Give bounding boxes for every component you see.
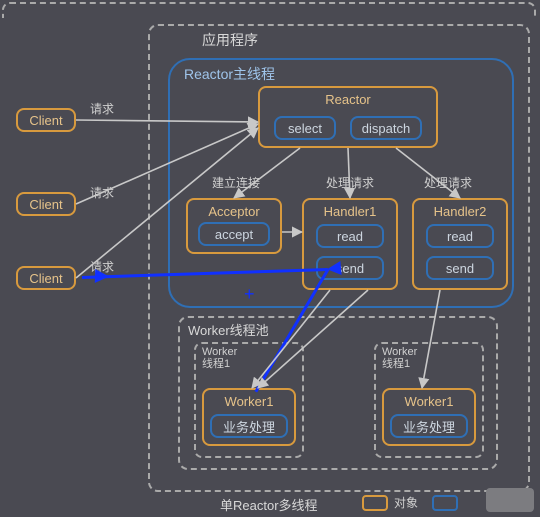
reactor-label: Reactor [260,92,436,107]
worker-pool-title: Worker线程池 [188,320,269,339]
worker-obj-0-label: Worker1 [204,394,294,409]
worker-method-1: 业务处理 [390,414,468,438]
reactor-method-1: dispatch [350,116,422,140]
acceptor-method-0: accept [198,222,270,246]
handler2-method-0: read [426,224,494,248]
legend-method-swatch [432,495,458,511]
worker-frame-label-0: Worker 线程1 [202,346,237,370]
handler1-label: Handler1 [304,204,396,219]
legend-object-swatch [362,495,388,511]
acceptor-label: Acceptor [188,204,280,219]
annotation-arrowhead-1 [326,261,341,276]
handler2-method-1: send [426,256,494,280]
worker-frame-label-1: Worker 线程1 [382,346,417,370]
edge-label-1: 处理请求 [326,174,374,191]
reactor-method-0: select [274,116,336,140]
annotation-plus: + [244,284,255,305]
handler1-method-0: read [316,224,384,248]
reactor-thread-title: Reactor主线程 [184,64,275,84]
client-2: Client [16,266,76,290]
handler2-label: Handler2 [414,204,506,219]
client-1-edge-label: 请求 [90,184,114,201]
annotation-arrowhead-0 [95,269,109,283]
edge-label-2: 处理请求 [424,174,472,191]
bottom-caption: 单Reactor多线程 [220,495,318,514]
client-0: Client [16,108,76,132]
client-1: Client [16,192,76,216]
edge-label-0: 建立连接 [212,174,260,191]
legend-object-label: 对象 [394,494,418,511]
worker-obj-1-label: Worker1 [384,394,474,409]
worker-method-0: 业务处理 [210,414,288,438]
app-title: 应用程序 [202,30,258,50]
watermark [486,488,534,512]
client-0-edge-label: 请求 [90,100,114,117]
outer-frame-top [2,2,536,18]
